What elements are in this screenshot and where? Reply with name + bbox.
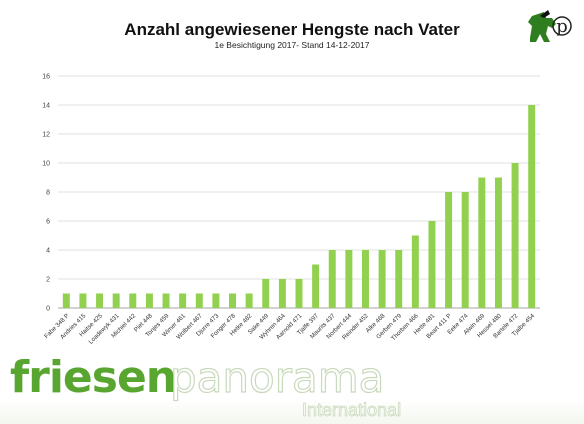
bar xyxy=(112,293,120,308)
y-tick-label: 6 xyxy=(46,219,50,226)
bar xyxy=(145,293,153,308)
bar xyxy=(528,105,536,308)
bar xyxy=(295,279,303,308)
y-tick-label: 12 xyxy=(42,132,50,139)
brand-word-international: International xyxy=(302,400,401,420)
bar xyxy=(195,293,203,308)
bar xyxy=(312,264,320,308)
y-tick-label: 8 xyxy=(46,190,50,197)
chart-title: Anzahl angewiesener Hengste nach Vater xyxy=(124,20,460,39)
bar xyxy=(179,293,187,308)
y-tick-label: 2 xyxy=(46,277,50,284)
y-tick-label: 10 xyxy=(42,161,50,168)
y-tick-label: 4 xyxy=(46,248,50,255)
bar xyxy=(461,192,469,308)
bar xyxy=(245,293,253,308)
bar xyxy=(478,177,486,308)
footer-gradient xyxy=(0,400,584,424)
y-tick-label: 16 xyxy=(42,74,50,81)
bar xyxy=(361,250,369,308)
bar xyxy=(511,163,519,308)
y-tick-label: 0 xyxy=(46,306,50,313)
bar xyxy=(129,293,137,308)
bar xyxy=(494,177,502,308)
brand-word-friesen: friesen xyxy=(10,352,176,403)
bar xyxy=(62,293,70,308)
brand-word-panorama: panorama xyxy=(170,353,384,402)
bar xyxy=(445,192,453,308)
bar xyxy=(262,279,270,308)
bar xyxy=(411,235,419,308)
bar xyxy=(378,250,386,308)
bar xyxy=(212,293,220,308)
bar xyxy=(328,250,336,308)
bar xyxy=(428,221,436,308)
y-tick-label: 14 xyxy=(42,103,50,110)
logo-letter: p xyxy=(556,16,568,37)
chart-subtitle: 1e Besichtigung 2017- Stand 14-12-2017 xyxy=(214,40,370,50)
bar xyxy=(162,293,170,308)
bar xyxy=(278,279,286,308)
chart-bars xyxy=(62,105,536,308)
bar xyxy=(79,293,87,308)
brand-logo: friesen panorama International xyxy=(10,352,401,420)
bar xyxy=(229,293,237,308)
bar xyxy=(345,250,353,308)
bar xyxy=(96,293,104,308)
horse-logo-icon: p xyxy=(528,10,572,42)
chart-grid xyxy=(58,75,540,309)
y-axis-labels: 0 2 4 6 8 10 12 14 16 xyxy=(42,74,50,313)
bar xyxy=(395,250,403,308)
